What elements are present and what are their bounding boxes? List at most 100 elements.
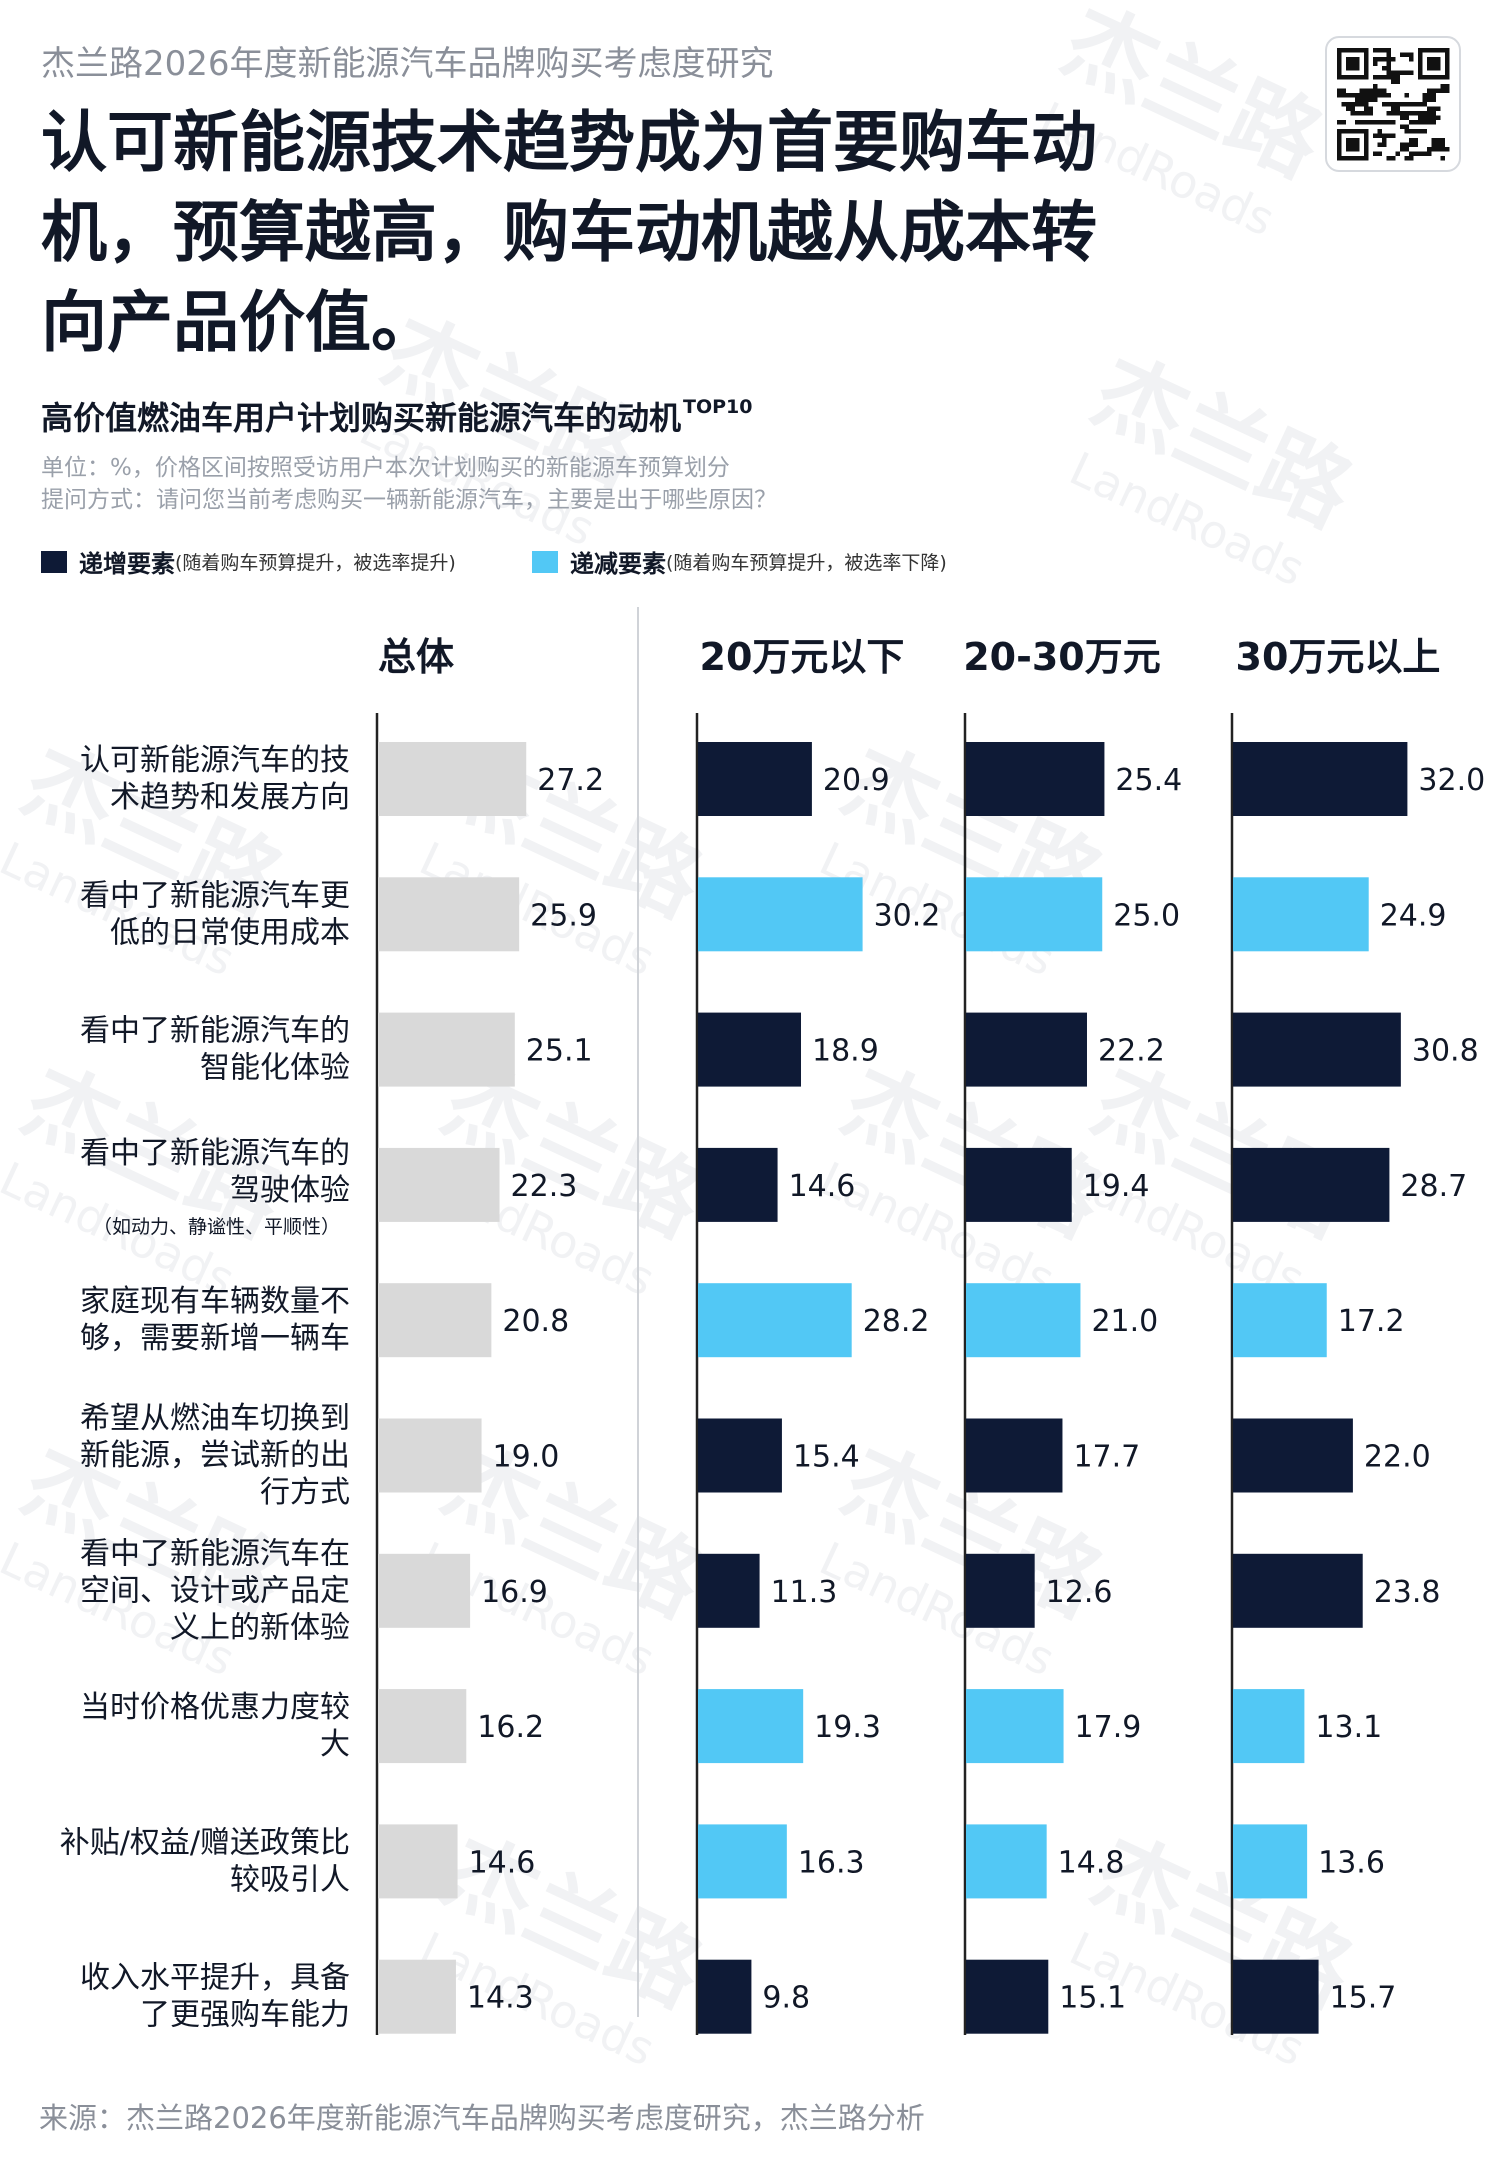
data-label: 24.9 xyxy=(1380,898,1447,933)
category-label: 当时价格优惠力度较 xyxy=(80,1690,350,1725)
source-note: 来源：杰兰路2026年度新能源汽车品牌购买考虑度研究，杰兰路分析 xyxy=(39,2101,925,2135)
bar xyxy=(1233,877,1369,952)
bar xyxy=(966,742,1105,816)
panel-header: 总体 xyxy=(378,635,454,679)
chart-title-sup: TOP10 xyxy=(683,396,753,418)
data-label: 19.3 xyxy=(814,1710,881,1745)
data-label: 19.0 xyxy=(493,1440,560,1475)
data-label: 14.6 xyxy=(789,1169,856,1204)
category-label: 补贴/权益/赠送政策比 xyxy=(60,1825,350,1860)
data-label: 25.0 xyxy=(1113,898,1180,933)
data-label: 15.7 xyxy=(1330,1981,1397,2016)
bar xyxy=(378,742,527,816)
data-label: 11.3 xyxy=(771,1575,838,1610)
headline-line-3: 向产品价值。 xyxy=(41,284,437,361)
bar xyxy=(1233,1418,1353,1493)
data-label: 16.2 xyxy=(477,1710,544,1745)
category-label: 空间、设计或产品定 xyxy=(80,1573,350,1608)
data-label: 27.2 xyxy=(537,763,604,798)
legend-increase-note: (随着购车预算提升，被选率提升) xyxy=(175,552,456,574)
bar xyxy=(698,742,812,816)
bar xyxy=(378,1283,492,1358)
bar xyxy=(378,1147,500,1222)
data-label: 28.7 xyxy=(1400,1169,1467,1204)
category-label: 看中了新能源汽车的 xyxy=(80,1136,350,1171)
category-label: 术趋势和发展方向 xyxy=(110,780,350,815)
data-label: 12.6 xyxy=(1046,1575,1113,1610)
bar xyxy=(966,1147,1072,1222)
data-label: 9.8 xyxy=(762,1981,810,2016)
chart-title-text: 高价值燃油车用户计划购买新能源汽车的动机 xyxy=(41,399,682,437)
data-label: 17.2 xyxy=(1338,1304,1405,1339)
data-label: 15.1 xyxy=(1059,1981,1126,2016)
chart-title: 高价值燃油车用户计划购买新能源汽车的动机 TOP10 xyxy=(41,393,753,439)
bar xyxy=(1233,1012,1401,1087)
data-label: 25.9 xyxy=(530,898,597,933)
data-label: 30.2 xyxy=(874,898,941,933)
legend-increase-label: 递增要素 xyxy=(79,550,175,578)
category-label: 看中了新能源汽车更 xyxy=(80,878,350,913)
bar xyxy=(966,1012,1087,1087)
bar xyxy=(1233,1689,1305,1764)
legend-decrease-label: 递减要素 xyxy=(570,550,666,578)
unit-note: 单位：%，价格区间按照受访用户本次计划购买的新能源车预算划分 xyxy=(41,455,730,481)
headline-line-1: 认可新能源技术趋势成为首要购车动 xyxy=(41,104,1097,181)
report-name: 杰兰路2026年度新能源汽车品牌购买考虑度研究 xyxy=(41,44,774,84)
data-label: 25.1 xyxy=(526,1034,593,1069)
data-label: 13.6 xyxy=(1318,1845,1385,1880)
bar xyxy=(378,1553,471,1628)
category-label: 大 xyxy=(320,1727,350,1762)
category-label: 收入水平提升，具备 xyxy=(80,1961,350,1996)
bar xyxy=(966,1689,1064,1764)
data-label: 28.2 xyxy=(863,1304,930,1339)
category-label: 了更强购车能力 xyxy=(140,1998,350,2033)
bar xyxy=(378,1824,458,1899)
category-label: 希望从燃油车切换到 xyxy=(80,1401,350,1436)
question-note: 提问方式：请问您当前考虑购买一辆新能源汽车，主要是出于哪些原因？ xyxy=(41,487,777,513)
data-label: 32.0 xyxy=(1418,763,1485,798)
bar xyxy=(378,1689,467,1764)
bar xyxy=(698,1012,802,1087)
data-label: 16.3 xyxy=(798,1845,865,1880)
bar xyxy=(378,1418,482,1493)
data-label: 30.8 xyxy=(1412,1034,1479,1069)
data-label: 21.0 xyxy=(1091,1304,1158,1339)
legend-increase-swatch xyxy=(41,550,67,573)
data-label: 17.9 xyxy=(1075,1710,1142,1745)
data-label: 18.9 xyxy=(812,1034,879,1069)
data-label: 17.7 xyxy=(1073,1440,1140,1475)
data-label: 22.0 xyxy=(1364,1440,1431,1475)
data-label: 13.1 xyxy=(1315,1710,1382,1745)
panel-header: 20-30万元 xyxy=(963,635,1161,679)
data-label: 14.3 xyxy=(467,1981,534,2016)
category-label: 低的日常使用成本 xyxy=(110,915,350,950)
bar xyxy=(698,1283,852,1358)
panel-header: 20万元以下 xyxy=(700,635,905,679)
bar xyxy=(1233,1283,1327,1358)
bar xyxy=(1233,1959,1319,2034)
bar xyxy=(698,1147,778,1222)
data-label: 19.4 xyxy=(1083,1169,1150,1204)
bar xyxy=(378,1012,515,1087)
category-label: 行方式 xyxy=(260,1475,350,1510)
data-label: 15.4 xyxy=(793,1440,860,1475)
headline: 认可新能源技术趋势成为首要购车动 机，预算越高，购车动机越从成本转 向产品价值。 xyxy=(41,98,1261,368)
category-label: 义上的新体验 xyxy=(170,1610,350,1645)
bar xyxy=(698,1553,760,1628)
bar xyxy=(966,1418,1063,1493)
category-sublabel: （如动力、静谧性、平顺性） xyxy=(93,1216,340,1238)
category-label: 看中了新能源汽车在 xyxy=(80,1536,350,1571)
bar xyxy=(698,877,863,952)
headline-line-2: 机，预算越高，购车动机越从成本转 xyxy=(41,194,1097,271)
bar xyxy=(966,1824,1047,1899)
legend-decrease: 递减要素 (随着购车预算提升，被选率下降) xyxy=(532,544,947,579)
bar xyxy=(698,1824,787,1899)
category-label: 智能化体验 xyxy=(200,1051,350,1086)
bar xyxy=(1233,1147,1390,1222)
category-label: 认可新能源汽车的技 xyxy=(80,743,350,778)
panel-divider xyxy=(637,607,639,2017)
qr-code-icon[interactable] xyxy=(1325,36,1461,172)
panel-header: 30万元以上 xyxy=(1236,635,1441,679)
data-label: 22.3 xyxy=(511,1169,578,1204)
legend-increase: 递增要素 (随着购车预算提升，被选率提升) xyxy=(41,544,456,579)
